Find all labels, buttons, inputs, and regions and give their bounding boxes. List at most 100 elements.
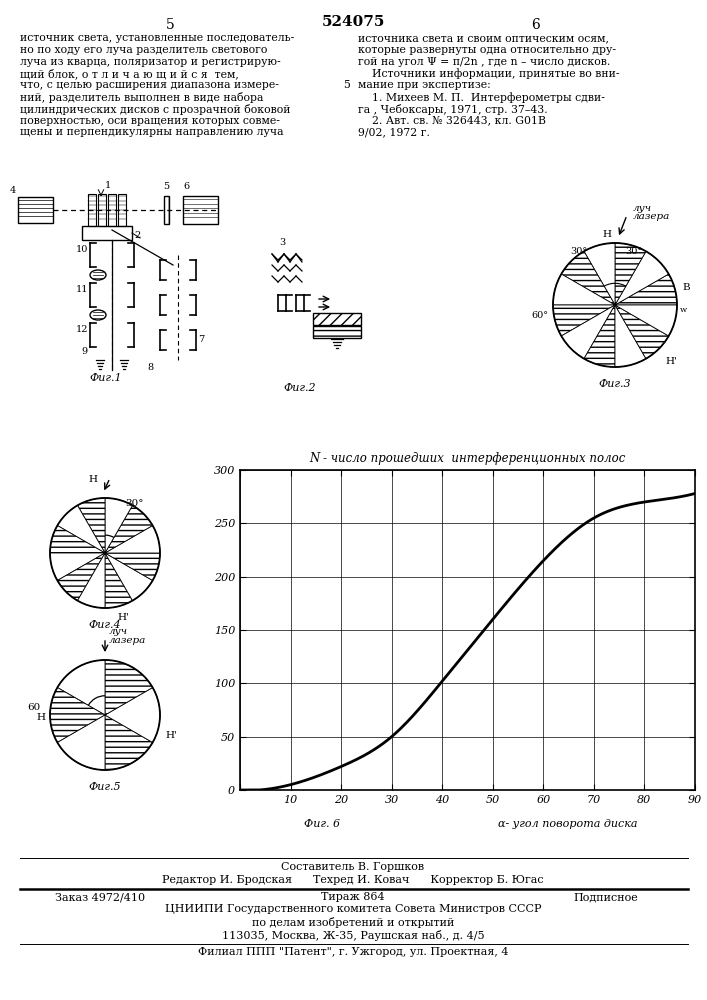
Text: га , Чебоксары, 1971, стр. 37–43.: га , Чебоксары, 1971, стр. 37–43. (358, 104, 548, 115)
Wedge shape (105, 505, 153, 553)
Text: Составитель В. Горшков: Составитель В. Горшков (281, 862, 425, 872)
Text: гой на угол Ψ = π/2n , где n – число дисков.: гой на угол Ψ = π/2n , где n – число дис… (358, 57, 610, 67)
Wedge shape (50, 526, 105, 553)
Text: 6: 6 (183, 182, 189, 191)
Wedge shape (615, 305, 677, 336)
Text: луч: луч (109, 627, 128, 636)
Text: 2: 2 (134, 232, 140, 240)
Wedge shape (105, 553, 153, 601)
Text: щий блок, о т л и ч а ю щ и й с я  тем,: щий блок, о т л и ч а ю щ и й с я тем, (20, 68, 239, 79)
Wedge shape (105, 498, 132, 553)
Text: 3: 3 (279, 238, 285, 247)
Text: 524075: 524075 (321, 15, 385, 29)
Text: Фиг. 6: Фиг. 6 (304, 819, 340, 829)
Text: w: w (680, 306, 687, 314)
Bar (88, 194, 96, 226)
Text: по делам изобретений и открытий: по делам изобретений и открытий (252, 917, 454, 928)
Wedge shape (78, 498, 105, 553)
Text: Редактор И. Бродская      Техред И. Ковач      Корректор Б. Югас: Редактор И. Бродская Техред И. Ковач Кор… (162, 875, 544, 885)
Wedge shape (57, 505, 105, 553)
Wedge shape (553, 305, 615, 336)
Text: 30°: 30° (625, 246, 642, 255)
Text: 113035, Москва, Ж-35, Раушская наб., д. 4/5: 113035, Москва, Ж-35, Раушская наб., д. … (222, 930, 484, 941)
Text: 4: 4 (10, 186, 16, 195)
Text: H': H' (117, 613, 129, 622)
Text: H: H (88, 476, 97, 485)
Text: лазера: лазера (633, 212, 670, 221)
Bar (313, 326, 361, 338)
Text: 60°: 60° (531, 310, 548, 320)
Bar (108, 194, 116, 226)
Text: α- угол поворота диска: α- угол поворота диска (498, 819, 637, 829)
Wedge shape (615, 305, 646, 367)
Wedge shape (584, 305, 615, 367)
Text: луча из кварца, поляризатор и регистрирую-: луча из кварца, поляризатор и регистриру… (20, 57, 281, 67)
Wedge shape (105, 553, 132, 608)
Text: H': H' (665, 357, 677, 366)
Text: 6: 6 (531, 18, 539, 32)
Wedge shape (561, 251, 615, 305)
Text: Фиг.1: Фиг.1 (90, 373, 122, 383)
Text: H: H (602, 230, 611, 239)
Text: H': H' (165, 730, 177, 740)
Text: щены и перпендикулярны направлению луча: щены и перпендикулярны направлению луча (20, 127, 284, 137)
Wedge shape (561, 305, 615, 359)
Text: лазера: лазера (109, 636, 146, 645)
Bar (183, 196, 218, 224)
Wedge shape (105, 553, 160, 580)
Wedge shape (615, 305, 669, 359)
Text: которые развернуты одна относительно дру-: которые развернуты одна относительно дру… (358, 45, 616, 55)
Text: Источники информации, принятые во вни-: Источники информации, принятые во вни- (358, 68, 619, 79)
Text: источник света, установленные последователь-: источник света, установленные последоват… (20, 33, 294, 43)
Wedge shape (50, 553, 105, 580)
Wedge shape (615, 243, 646, 305)
Text: Фиг.2: Фиг.2 (284, 383, 316, 393)
Text: ний, разделитель выполнен в виде набора: ний, разделитель выполнен в виде набора (20, 92, 264, 103)
Bar (18, 197, 53, 223)
Text: Филиал ППП "Патент", г. Ужгород, ул. Проектная, 4: Филиал ППП "Патент", г. Ужгород, ул. Про… (198, 947, 508, 957)
Wedge shape (584, 243, 615, 305)
Text: 5: 5 (163, 182, 169, 191)
Text: 1. Михеев М. П.  Интерферометры сдви-: 1. Михеев М. П. Интерферометры сдви- (358, 92, 605, 103)
Text: 11: 11 (76, 284, 88, 294)
Text: 10: 10 (76, 244, 88, 253)
Text: ЦНИИПИ Государственного комитета Совета Министров СССР: ЦНИИПИ Государственного комитета Совета … (165, 904, 542, 914)
Text: Фиг.5: Фиг.5 (88, 782, 122, 792)
Wedge shape (50, 688, 105, 742)
Text: B: B (682, 282, 689, 292)
Text: Подписное: Подписное (573, 892, 638, 902)
Wedge shape (105, 688, 160, 742)
Text: 9: 9 (82, 347, 88, 356)
Text: 12: 12 (76, 324, 88, 334)
Text: но по ходу его луча разделитель светового: но по ходу его луча разделитель световог… (20, 45, 267, 55)
Wedge shape (105, 526, 160, 553)
Wedge shape (105, 660, 153, 715)
Bar (98, 194, 106, 226)
Text: 5: 5 (165, 18, 175, 32)
Wedge shape (105, 715, 153, 770)
Text: Тираж 864: Тираж 864 (321, 892, 385, 902)
Text: 7: 7 (198, 336, 204, 344)
Text: Фиг.3: Фиг.3 (599, 379, 631, 389)
Text: что, с целью расширения диапазона измере-: что, с целью расширения диапазона измере… (20, 80, 279, 90)
Wedge shape (78, 553, 105, 608)
Wedge shape (615, 251, 669, 305)
Text: цилиндрических дисков с прозрачной боковой: цилиндрических дисков с прозрачной боков… (20, 104, 291, 115)
Text: Заказ 4972/410: Заказ 4972/410 (55, 892, 145, 902)
Bar (164, 196, 169, 224)
Text: 30°: 30° (125, 498, 144, 508)
Text: H: H (36, 712, 45, 722)
Wedge shape (57, 553, 105, 601)
Bar (118, 194, 126, 226)
Text: 60: 60 (27, 702, 40, 712)
Bar (313, 313, 361, 325)
Text: 8: 8 (147, 362, 153, 371)
Text: источника света и своим оптическим осям,: источника света и своим оптическим осям, (358, 33, 609, 43)
Title: N - число прошедших  интерференционных полос: N - число прошедших интерференционных по… (310, 452, 626, 465)
Text: 1: 1 (105, 181, 111, 190)
Wedge shape (57, 715, 105, 770)
Bar (82, 226, 132, 240)
Text: 30°: 30° (570, 246, 587, 255)
Text: мание при экспертизе:: мание при экспертизе: (358, 80, 491, 90)
Text: поверхностью, оси вращения которых совме-: поверхностью, оси вращения которых совме… (20, 116, 280, 126)
